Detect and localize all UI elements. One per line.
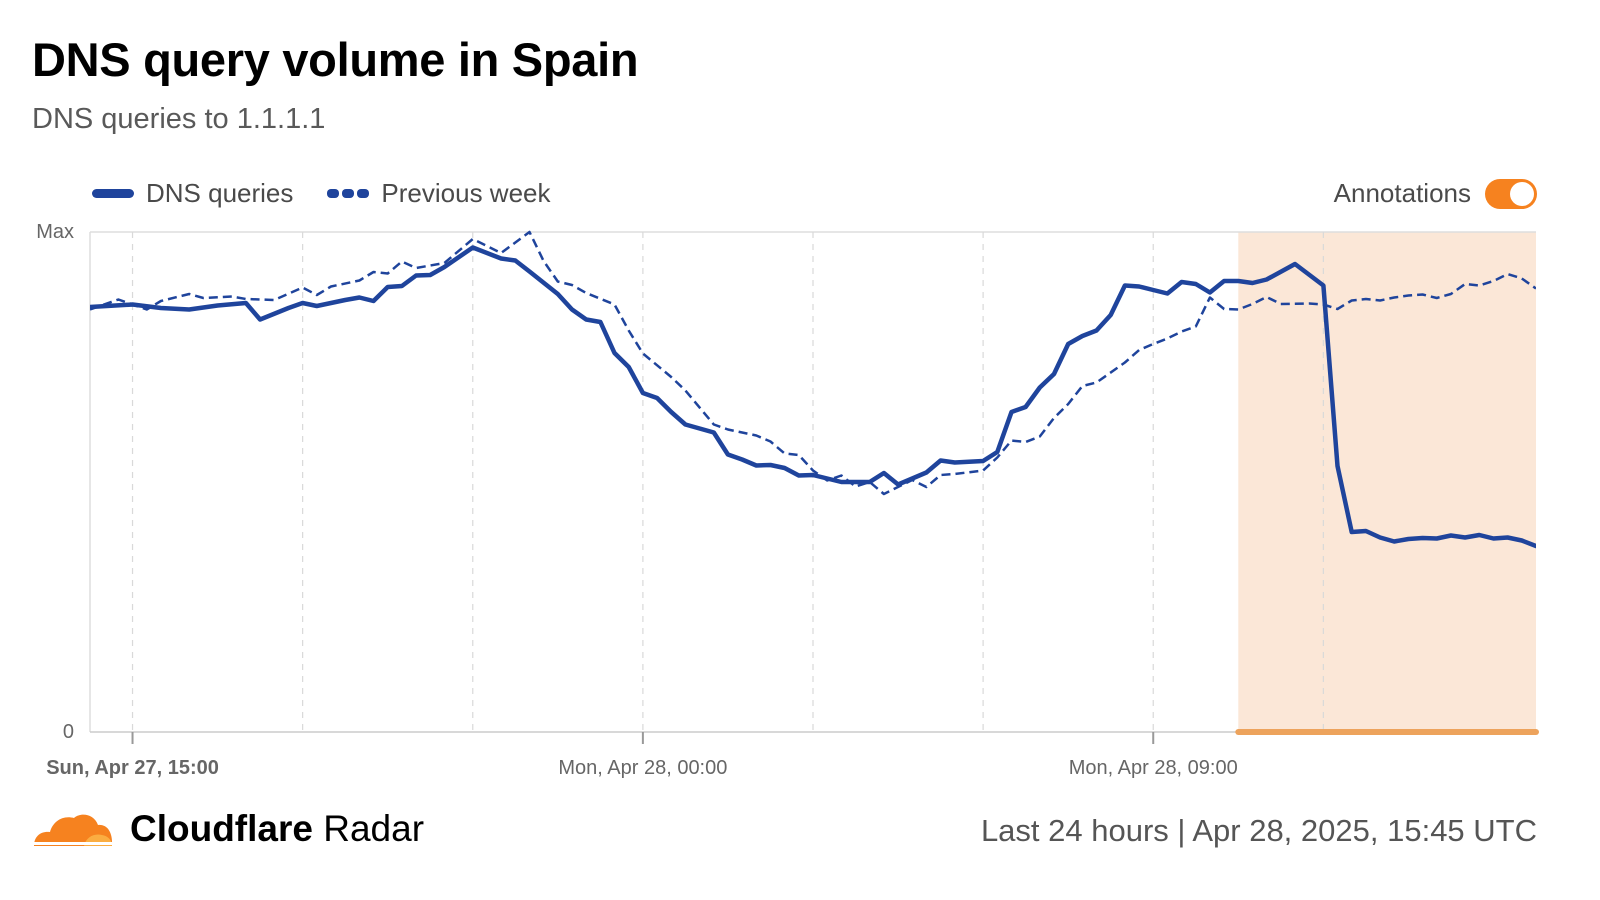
chart-legend: DNS queries Previous week — [92, 178, 550, 209]
annotations-label: Annotations — [1333, 178, 1471, 208]
legend-swatch-dashed — [327, 189, 370, 198]
cloudflare-radar-logo: Cloudflare Radar — [32, 808, 424, 850]
toggle-knob — [1510, 181, 1534, 206]
y-tick-label-zero: 0 — [63, 721, 74, 743]
x-tick-label: Sun, Apr 27, 15:00 — [46, 757, 219, 779]
x-tick-label: Mon, Apr 28, 00:00 — [558, 757, 727, 779]
timerange-label: Last 24 hours | Apr 28, 2025, 15:45 UTC — [980, 813, 1537, 848]
legend-item-previous-week[interactable]: Previous week — [327, 178, 550, 209]
legend-item-dns-queries[interactable]: DNS queries — [92, 178, 293, 209]
legend-label-previous-week: Previous week — [381, 178, 551, 208]
series-line-previous-week — [90, 230, 1536, 496]
legend-swatch-solid — [92, 189, 134, 198]
annotation-band — [1238, 232, 1536, 732]
legend-label-dns-queries: DNS queries — [146, 178, 294, 208]
chart-title: DNS query volume in Spain — [32, 33, 639, 86]
y-tick-label-max: Max — [36, 221, 74, 243]
chart-subtitle: DNS queries to 1.1.1.1 — [32, 103, 326, 135]
cloudflare-cloud-icon — [32, 814, 114, 846]
series-line-dns-queries — [90, 245, 1536, 549]
annotations-toggle[interactable] — [1485, 178, 1537, 209]
x-tick-label: Mon, Apr 28, 09:00 — [1069, 757, 1238, 779]
line-chart: Max 0 Sun, Apr 27, 15:00 Mon, Apr 28, 00:00… — [36, 221, 1539, 779]
brand-bold: Cloudflare — [130, 808, 313, 849]
annotations-control: Annotations — [1334, 178, 1537, 209]
brand-regular: Radar — [323, 808, 425, 849]
